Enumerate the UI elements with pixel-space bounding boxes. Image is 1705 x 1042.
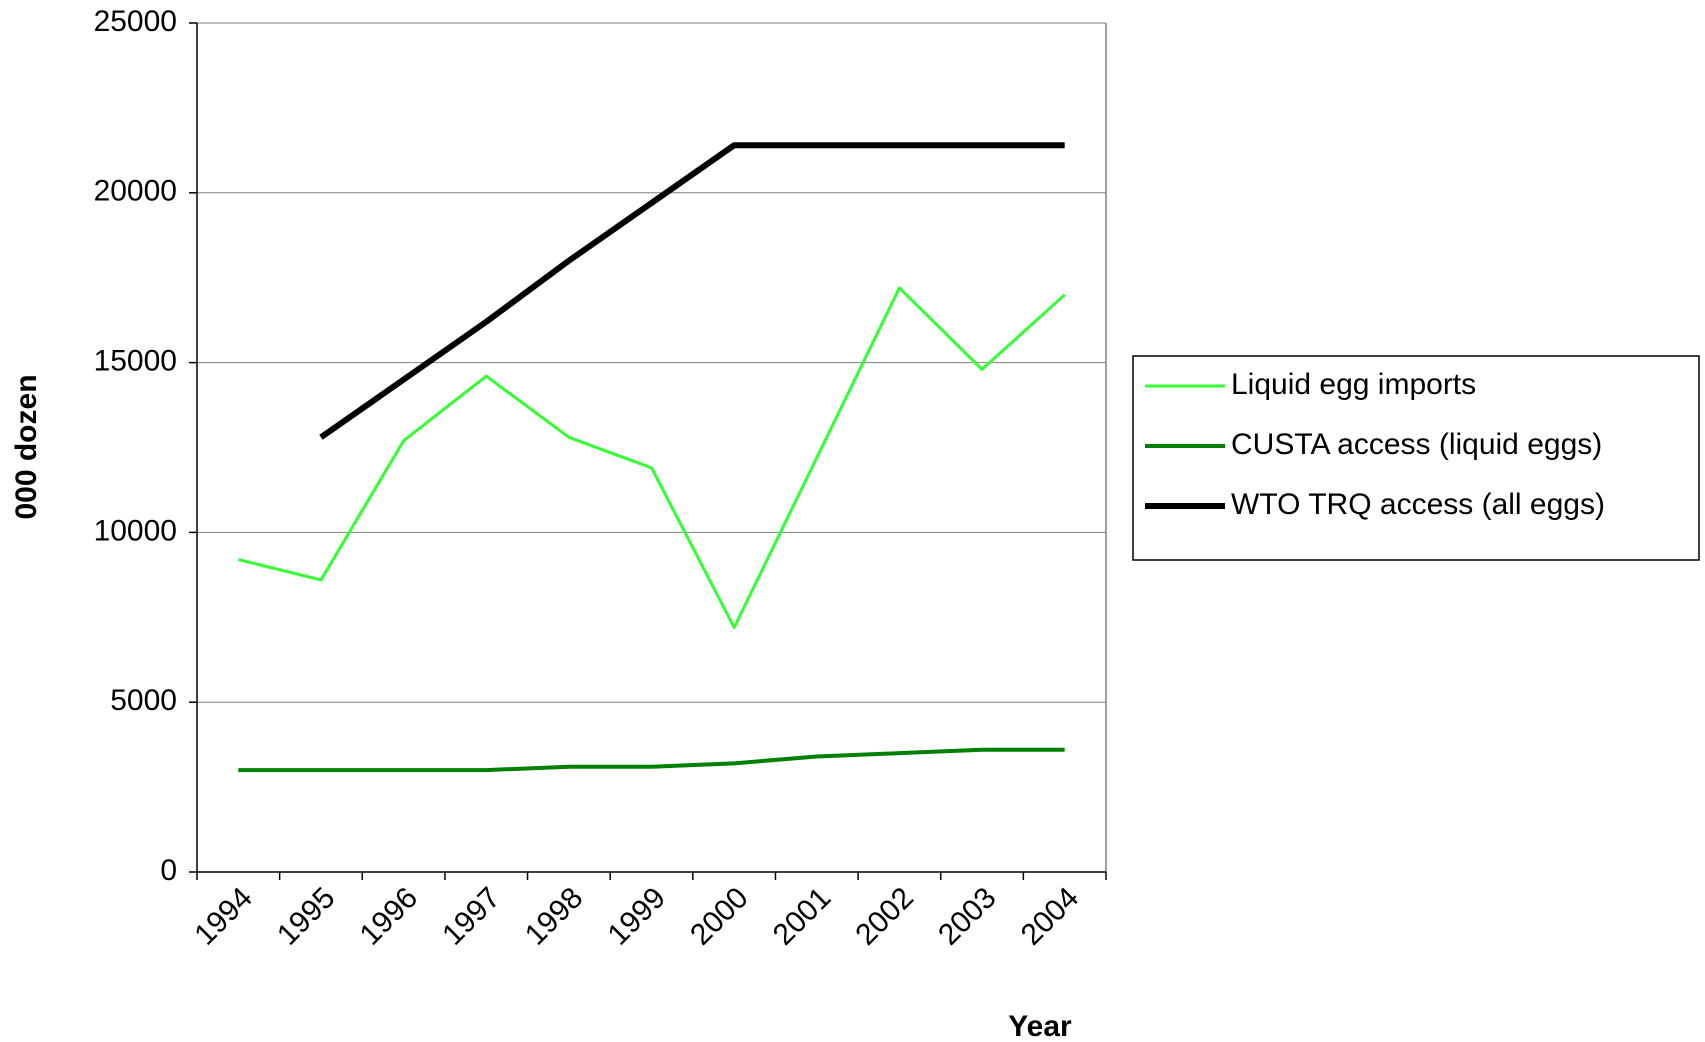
series-line	[319, 142, 1065, 440]
series-line	[238, 747, 1065, 773]
legend-label: Liquid egg imports	[1231, 368, 1476, 401]
legend-box	[1132, 355, 1700, 561]
x-tick-label: 1995	[271, 881, 342, 952]
x-tick-label: 2002	[849, 881, 920, 952]
x-tick-label: 1997	[436, 881, 507, 952]
y-tick-label: 20000	[94, 175, 177, 208]
y-axis-title: 000 dozen	[10, 374, 43, 519]
y-tick-label: 25000	[94, 5, 177, 38]
x-tick-label: 1999	[602, 881, 673, 952]
x-tick-label: 1996	[354, 881, 425, 952]
x-tick-label: 2001	[767, 881, 838, 952]
x-axis-title: Year	[1008, 1010, 1072, 1042]
x-tick-label: 1998	[519, 881, 590, 952]
x-tick-label: 2004	[1015, 881, 1086, 952]
series-line	[237, 286, 1066, 629]
y-tick-label: 10000	[94, 514, 177, 547]
legend-label: WTO TRQ access (all eggs)	[1231, 488, 1605, 521]
y-tick-label: 15000	[94, 345, 177, 378]
x-tick-label: 2000	[684, 881, 755, 952]
x-tick-label: 2003	[932, 881, 1003, 952]
x-tick-label: 1994	[188, 881, 259, 952]
legend-label: CUSTA access (liquid eggs)	[1231, 428, 1602, 461]
y-tick-label: 5000	[110, 684, 177, 717]
y-tick-label: 0	[160, 854, 177, 887]
